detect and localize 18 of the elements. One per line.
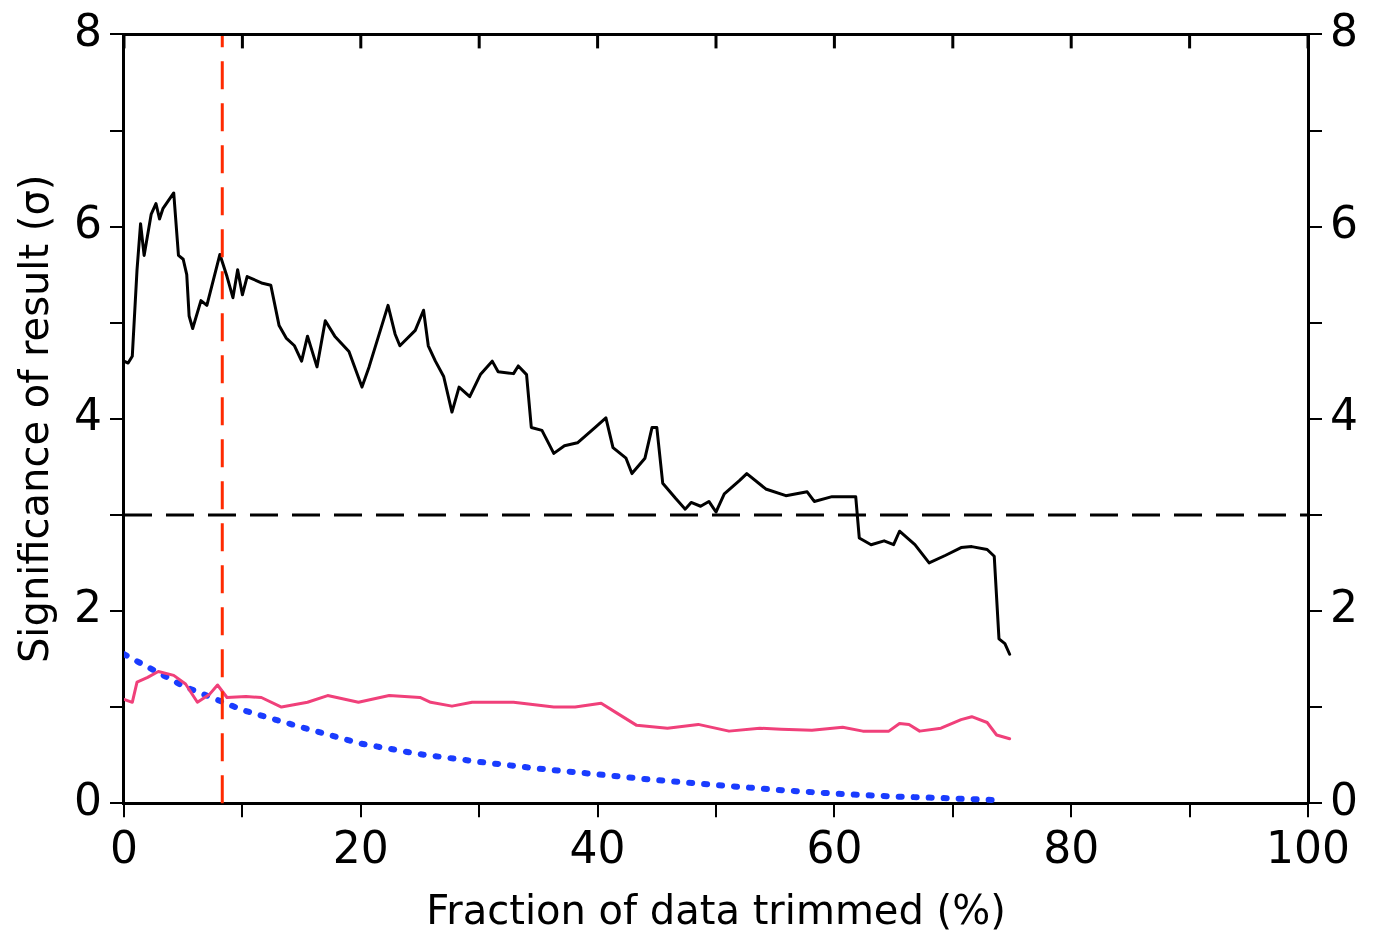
- y-tick-label: 4: [73, 389, 102, 441]
- y2-tick-label: 0: [1330, 773, 1359, 825]
- y-tick-label: 8: [73, 4, 102, 56]
- x-tick-label: 100: [1266, 822, 1350, 874]
- x-tick-label: 60: [806, 822, 863, 874]
- x-tick-label: 40: [569, 822, 626, 874]
- y2-tick-label: 4: [1330, 389, 1359, 441]
- y-tick-label: 2: [73, 581, 102, 633]
- y-axis-title: Significance of result (σ): [11, 174, 58, 664]
- x-tick-label: 20: [332, 822, 389, 874]
- x-tick-label: 0: [109, 822, 138, 874]
- y2-tick-label: 2: [1330, 581, 1359, 633]
- x-axis-title: Fraction of data trimmed (%): [426, 887, 1006, 934]
- y2-tick-label: 6: [1330, 197, 1359, 249]
- x-tick-label: 80: [1043, 822, 1100, 874]
- y-tick-label: 0: [73, 773, 102, 825]
- y2-tick-label: 8: [1330, 4, 1359, 56]
- y-tick-label: 6: [73, 197, 102, 249]
